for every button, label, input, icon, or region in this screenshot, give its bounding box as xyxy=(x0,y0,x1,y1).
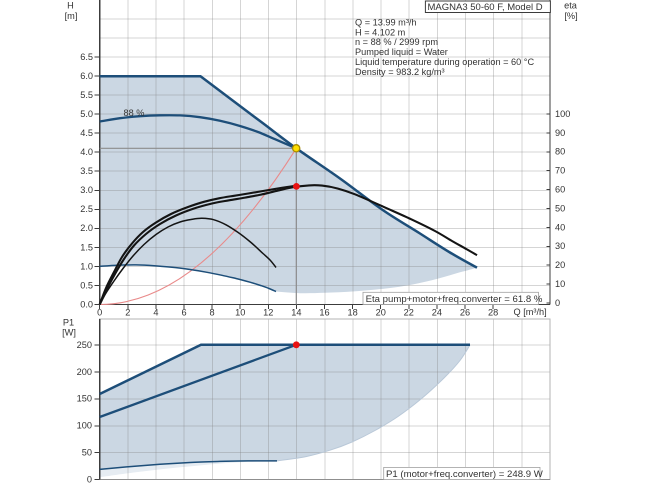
svg-text:4.0: 4.0 xyxy=(80,147,93,157)
svg-text:1.5: 1.5 xyxy=(80,242,93,252)
svg-text:6: 6 xyxy=(181,308,186,318)
svg-text:8: 8 xyxy=(210,308,215,318)
svg-text:0: 0 xyxy=(97,308,102,318)
svg-text:6.5: 6.5 xyxy=(80,52,93,62)
svg-text:60: 60 xyxy=(555,185,565,195)
svg-text:1.0: 1.0 xyxy=(80,261,93,271)
svg-text:MAGNA3 50-60 F, Model D: MAGNA3 50-60 F, Model D xyxy=(428,2,543,13)
svg-text:2.5: 2.5 xyxy=(80,204,93,214)
svg-text:50: 50 xyxy=(82,448,92,458)
svg-text:80: 80 xyxy=(555,147,565,157)
svg-text:6.0: 6.0 xyxy=(80,71,93,81)
svg-text:Liquid temperature during oper: Liquid temperature during operation = 60… xyxy=(355,57,534,67)
svg-text:[W]: [W] xyxy=(62,327,76,337)
svg-text:0.5: 0.5 xyxy=(80,280,93,290)
svg-text:18: 18 xyxy=(347,308,357,318)
svg-text:10: 10 xyxy=(235,308,245,318)
svg-text:eta: eta xyxy=(564,1,578,11)
svg-text:40: 40 xyxy=(555,222,565,232)
svg-text:0: 0 xyxy=(555,298,560,308)
svg-text:P1 (motor+freq.converter) = 24: P1 (motor+freq.converter) = 248.9 W xyxy=(386,469,544,480)
svg-text:5.5: 5.5 xyxy=(80,90,93,100)
svg-text:Density = 983.2 kg/m³: Density = 983.2 kg/m³ xyxy=(355,67,445,77)
svg-text:26: 26 xyxy=(460,308,470,318)
svg-text:100: 100 xyxy=(77,421,92,431)
svg-text:0: 0 xyxy=(87,475,92,485)
svg-text:H = 4.102 m: H = 4.102 m xyxy=(355,27,406,37)
svg-text:4.5: 4.5 xyxy=(80,128,93,138)
svg-text:12: 12 xyxy=(263,308,273,318)
svg-text:50: 50 xyxy=(555,203,565,213)
svg-text:14: 14 xyxy=(291,308,301,318)
svg-text:3.5: 3.5 xyxy=(80,166,93,176)
svg-text:16: 16 xyxy=(319,308,329,318)
svg-text:[%]: [%] xyxy=(564,11,577,21)
svg-text:H: H xyxy=(67,1,74,11)
svg-text:5.0: 5.0 xyxy=(80,109,93,119)
svg-text:n = 88 % / 2999 rpm: n = 88 % / 2999 rpm xyxy=(355,37,438,47)
svg-text:[m]: [m] xyxy=(65,11,78,21)
svg-text:Eta pump+motor+freq.converter: Eta pump+motor+freq.converter = 61.8 % xyxy=(366,294,543,305)
svg-text:20: 20 xyxy=(376,308,386,318)
svg-text:20: 20 xyxy=(555,260,565,270)
svg-text:70: 70 xyxy=(555,166,565,176)
svg-text:22: 22 xyxy=(404,308,414,318)
svg-text:250: 250 xyxy=(77,340,92,350)
svg-text:2.0: 2.0 xyxy=(80,223,93,233)
svg-text:100: 100 xyxy=(555,109,570,119)
svg-text:Q [m³/h]: Q [m³/h] xyxy=(514,307,547,317)
svg-text:P1: P1 xyxy=(63,317,74,327)
svg-text:2: 2 xyxy=(125,308,130,318)
svg-text:150: 150 xyxy=(77,394,92,404)
svg-text:200: 200 xyxy=(77,367,92,377)
svg-text:24: 24 xyxy=(432,308,442,318)
svg-text:0.0: 0.0 xyxy=(80,299,93,309)
svg-text:30: 30 xyxy=(555,241,565,251)
svg-text:88 %: 88 % xyxy=(124,108,145,118)
svg-text:Pumped liquid = Water: Pumped liquid = Water xyxy=(355,47,448,57)
svg-text:4: 4 xyxy=(153,308,158,318)
svg-text:28: 28 xyxy=(488,308,498,318)
svg-text:90: 90 xyxy=(555,128,565,138)
svg-text:3.0: 3.0 xyxy=(80,185,93,195)
svg-text:10: 10 xyxy=(555,279,565,289)
svg-text:Q = 13.99 m³/h: Q = 13.99 m³/h xyxy=(355,17,417,27)
